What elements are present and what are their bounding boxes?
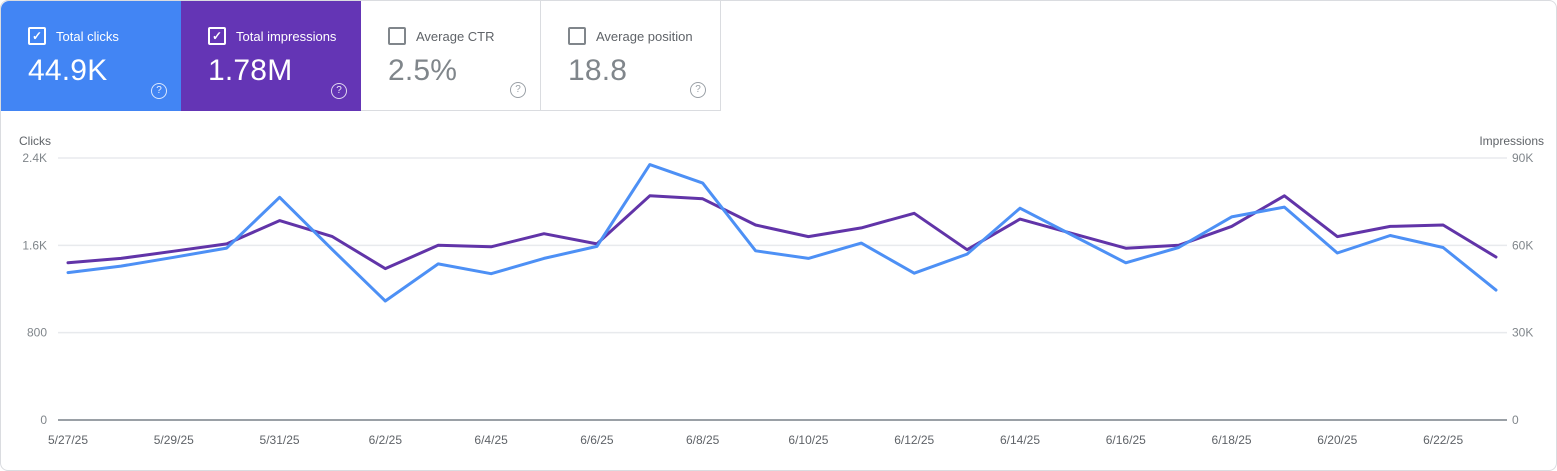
checkbox-unchecked-icon[interactable] <box>388 27 406 45</box>
card-value: 1.78M <box>208 54 293 87</box>
checkbox-checked-icon[interactable]: ✓ <box>208 27 226 45</box>
x-axis-date-label: 6/6/25 <box>580 433 614 447</box>
right-axis-tick: 0 <box>1512 413 1519 427</box>
help-icon[interactable]: ? <box>690 82 706 98</box>
card-header: Average CTR <box>388 27 540 45</box>
x-axis-date-label: 6/22/25 <box>1423 433 1463 447</box>
left-axis-tick: 1.6K <box>22 238 47 252</box>
card-header: ✓ Total impressions <box>208 27 361 45</box>
metric-card-average-position[interactable]: Average position 18.8 ? <box>541 1 721 111</box>
x-axis-date-label: 6/4/25 <box>474 433 508 447</box>
x-axis-date-label: 6/18/25 <box>1212 433 1252 447</box>
x-axis-date-label: 6/10/25 <box>788 433 828 447</box>
card-label: Total impressions <box>236 28 337 44</box>
right-axis-tick: 90K <box>1512 151 1533 165</box>
left-axis-tick: 0 <box>40 413 47 427</box>
card-header: Average position <box>568 27 720 45</box>
card-value: 2.5% <box>388 54 458 87</box>
right-axis-tick: 30K <box>1512 326 1533 340</box>
help-icon[interactable]: ? <box>151 83 167 99</box>
left-axis-tick: 800 <box>27 326 47 340</box>
help-icon[interactable]: ? <box>510 82 526 98</box>
card-value: 44.9K <box>28 54 108 87</box>
card-label: Total clicks <box>56 28 119 44</box>
x-axis-date-label: 6/16/25 <box>1106 433 1146 447</box>
right-axis-title: Impressions <box>1479 134 1544 148</box>
card-label: Average position <box>596 28 693 44</box>
card-label: Average CTR <box>416 28 495 44</box>
x-axis-date-label: 5/27/25 <box>48 433 88 447</box>
x-axis-date-label: 6/14/25 <box>1000 433 1040 447</box>
right-axis-tick: 60K <box>1512 238 1533 252</box>
checkbox-unchecked-icon[interactable] <box>568 27 586 45</box>
checkbox-checked-icon[interactable]: ✓ <box>28 27 46 45</box>
card-value: 18.8 <box>568 54 628 87</box>
x-axis-date-label: 6/2/25 <box>369 433 403 447</box>
x-axis-date-label: 6/20/25 <box>1317 433 1357 447</box>
x-axis-date-label: 5/31/25 <box>260 433 300 447</box>
card-header: ✓ Total clicks <box>28 27 181 45</box>
metric-card-total-clicks[interactable]: ✓ Total clicks 44.9K ? <box>1 1 181 111</box>
clicks-line <box>66 163 1498 303</box>
x-axis-date-label: 6/8/25 <box>686 433 720 447</box>
left-axis-title: Clicks <box>19 134 51 148</box>
x-axis-date-label: 6/12/25 <box>894 433 934 447</box>
help-icon[interactable]: ? <box>331 83 347 99</box>
x-axis-date-label: 5/29/25 <box>154 433 194 447</box>
metric-cards-row: ✓ Total clicks 44.9K ? ✓ Total impressio… <box>1 1 721 111</box>
metric-card-average-ctr[interactable]: Average CTR 2.5% ? <box>361 1 541 111</box>
metric-card-total-impressions[interactable]: ✓ Total impressions 1.78M ? <box>181 1 361 111</box>
left-axis-tick: 2.4K <box>22 151 47 165</box>
